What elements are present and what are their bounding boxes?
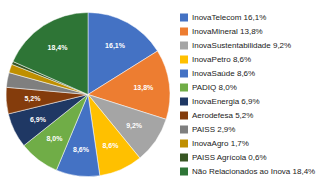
- legend-swatch: [180, 140, 188, 148]
- legend-swatch: [180, 70, 188, 78]
- data-label: 8,6%: [73, 146, 90, 154]
- data-label: 8,0%: [46, 135, 63, 143]
- legend-swatch: [180, 14, 188, 22]
- legend-item: PADIQ 8,0%: [180, 83, 237, 92]
- legend-swatch: [180, 56, 188, 64]
- legend-label: Não Relacionados ao Inova 18,4%: [192, 167, 315, 176]
- legend: InovaTelecom 16,1% InovaMineral 13,8% Inov…: [180, 13, 315, 176]
- data-label: 5,2%: [24, 95, 41, 103]
- legend-label: PADIQ 8,0%: [192, 83, 237, 92]
- legend-label: InovaSaúde 8,6%: [192, 69, 255, 78]
- data-label: 18,4%: [48, 44, 69, 52]
- legend-label: InovaEnergia 6,9%: [192, 97, 260, 106]
- legend-item: InovaSustentabilidade 9,2%: [180, 41, 291, 50]
- legend-swatch: [180, 168, 188, 176]
- legend-swatch: [180, 154, 188, 162]
- legend-item: Aerodefesa 5,2%: [180, 111, 253, 120]
- data-label: 6,9%: [30, 116, 47, 124]
- legend-item: InovaTelecom 16,1%: [180, 13, 266, 22]
- data-label: 8,6%: [102, 142, 119, 150]
- legend-item: PAISS Agrícola 0,6%: [180, 153, 267, 162]
- legend-label: InovaTelecom 16,1%: [192, 13, 266, 22]
- legend-item: Não Relacionados ao Inova 18,4%: [180, 167, 315, 176]
- legend-label: InovaSustentabilidade 9,2%: [192, 41, 291, 50]
- legend-item: PAISS 2,9%: [180, 125, 235, 134]
- data-label: 13,8%: [133, 84, 154, 92]
- legend-label: InovaMineral 13,8%: [192, 27, 263, 36]
- legend-swatch: [180, 98, 188, 106]
- legend-label: PAISS Agrícola 0,6%: [192, 153, 267, 162]
- data-label: 16,1%: [105, 42, 126, 50]
- legend-label: InovaAgro 1,7%: [192, 139, 249, 148]
- legend-swatch: [180, 126, 188, 134]
- legend-item: InovaAgro 1,7%: [180, 139, 249, 148]
- legend-swatch: [180, 42, 188, 50]
- pie: [6, 13, 170, 177]
- legend-item: InovaSaúde 8,6%: [180, 69, 255, 78]
- legend-swatch: [180, 28, 188, 36]
- legend-label: Aerodefesa 5,2%: [192, 111, 253, 120]
- chart: 16,1% 13,8% 9,2% 8,6% 8,6% 8,0% 6,9% 5,2% 18,4% I…: [0, 0, 327, 189]
- data-label: 9,2%: [126, 122, 143, 130]
- legend-swatch: [180, 84, 188, 92]
- data-labels: 16,1% 13,8% 9,2% 8,6% 8,6% 8,0% 6,9% 5,2% 18,4%: [24, 42, 154, 154]
- legend-swatch: [180, 112, 188, 120]
- legend-item: InovaPetro 8,6%: [180, 55, 251, 64]
- legend-label: InovaPetro 8,6%: [192, 55, 251, 64]
- legend-item: InovaEnergia 6,9%: [180, 97, 260, 106]
- legend-label: PAISS 2,9%: [192, 125, 235, 134]
- legend-item: InovaMineral 13,8%: [180, 27, 263, 36]
- slice: [13, 13, 88, 95]
